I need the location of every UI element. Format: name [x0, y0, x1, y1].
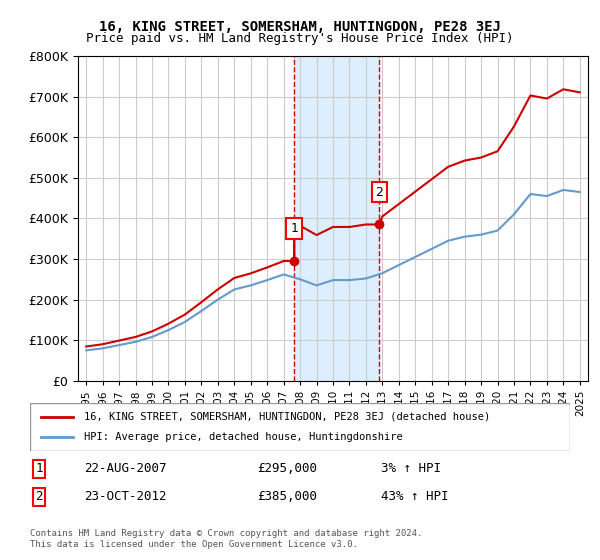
Text: Contains HM Land Registry data © Crown copyright and database right 2024.
This d: Contains HM Land Registry data © Crown c… [30, 529, 422, 549]
Text: 2: 2 [35, 491, 43, 503]
Text: £385,000: £385,000 [257, 491, 317, 503]
Text: £295,000: £295,000 [257, 463, 317, 475]
Bar [294, 56, 379, 381]
Text: 22-AUG-2007: 22-AUG-2007 [84, 463, 167, 475]
Text: 16, KING STREET, SOMERSHAM, HUNTINGDON, PE28 3EJ (detached house): 16, KING STREET, SOMERSHAM, HUNTINGDON, … [84, 412, 490, 422]
FancyBboxPatch shape [30, 403, 570, 451]
Text: 16, KING STREET, SOMERSHAM, HUNTINGDON, PE28 3EJ: 16, KING STREET, SOMERSHAM, HUNTINGDON, … [99, 20, 501, 34]
Text: HPI: Average price, detached house, Huntingdonshire: HPI: Average price, detached house, Hunt… [84, 432, 403, 442]
Text: 3% ↑ HPI: 3% ↑ HPI [381, 463, 441, 475]
Text: 1: 1 [35, 463, 43, 475]
Text: 1: 1 [290, 222, 298, 235]
Text: Price paid vs. HM Land Registry's House Price Index (HPI): Price paid vs. HM Land Registry's House … [86, 32, 514, 45]
Text: 43% ↑ HPI: 43% ↑ HPI [381, 491, 449, 503]
Text: 2: 2 [375, 185, 383, 198]
Text: 23-OCT-2012: 23-OCT-2012 [84, 491, 167, 503]
